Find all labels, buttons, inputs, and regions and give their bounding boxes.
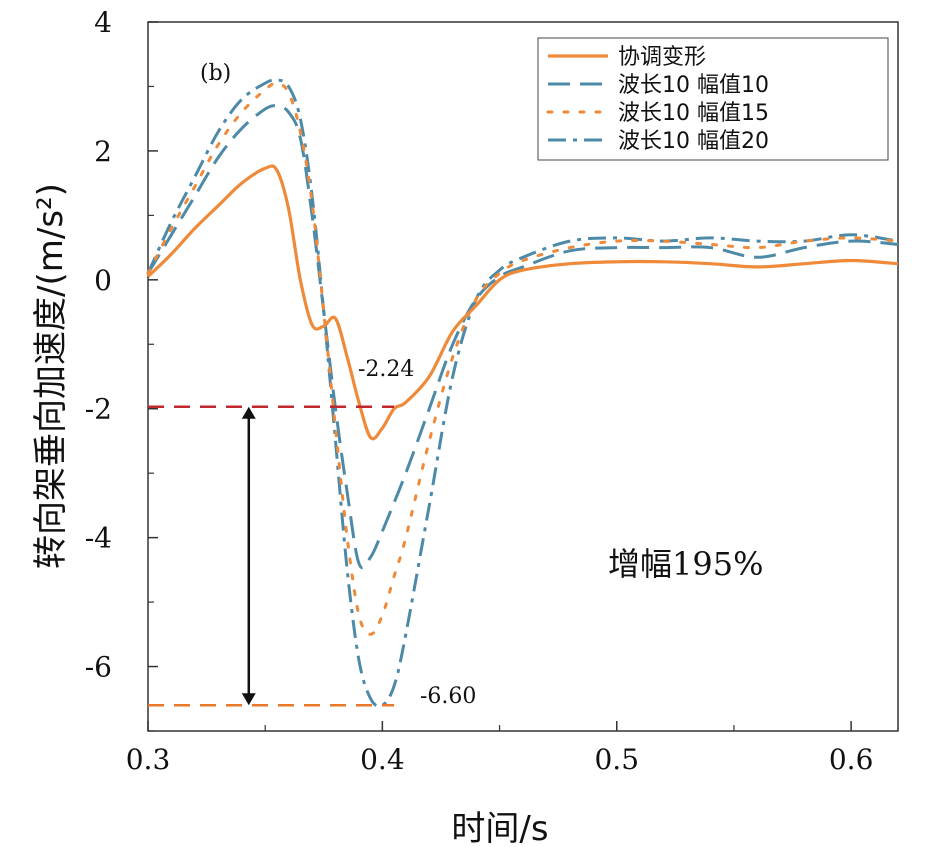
x-tick-label: 0.4: [360, 743, 405, 776]
y-tick-label: -4: [85, 522, 112, 555]
x-axis-title: 时间/s: [451, 809, 548, 847]
y-tick-label: -6: [85, 651, 112, 684]
increase-label: 增幅195%: [608, 545, 764, 583]
x-tick-label: 0.5: [594, 743, 639, 776]
y-tick-label: 2: [94, 135, 112, 168]
panel-label: (b): [200, 61, 231, 86]
series-line-1: [146, 164, 899, 441]
x-axis: 0.3 0.4 0.5 0.6: [126, 721, 874, 776]
y-tick-label: 0: [94, 264, 112, 297]
legend-label-2: 波长10 幅值10: [618, 73, 769, 98]
lower-value-label: -6.60: [420, 684, 476, 709]
legend-label-3: 波长10 幅值15: [618, 101, 769, 126]
annotation-group: [148, 405, 395, 707]
upper-value-label: -2.24: [358, 357, 414, 382]
x-tick-label: 0.6: [829, 743, 874, 776]
series-line-2: [146, 104, 899, 570]
legend-label-1: 协调变形: [618, 45, 706, 70]
series-line-3: [146, 81, 900, 636]
y-axis-title: 转向架垂向加速度/(m/s²): [31, 183, 71, 569]
y-tick-label: 4: [94, 6, 112, 39]
series-group: [146, 78, 900, 708]
plot-area: [147, 21, 899, 732]
series-line-4: [146, 78, 899, 708]
x-tick-label: 0.3: [126, 743, 171, 776]
y-axis: 4 2 0 -2 -4 -6: [85, 6, 158, 732]
y-tick-label: -2: [85, 393, 112, 426]
legend-label-4: 波长10 幅值20: [618, 129, 769, 154]
